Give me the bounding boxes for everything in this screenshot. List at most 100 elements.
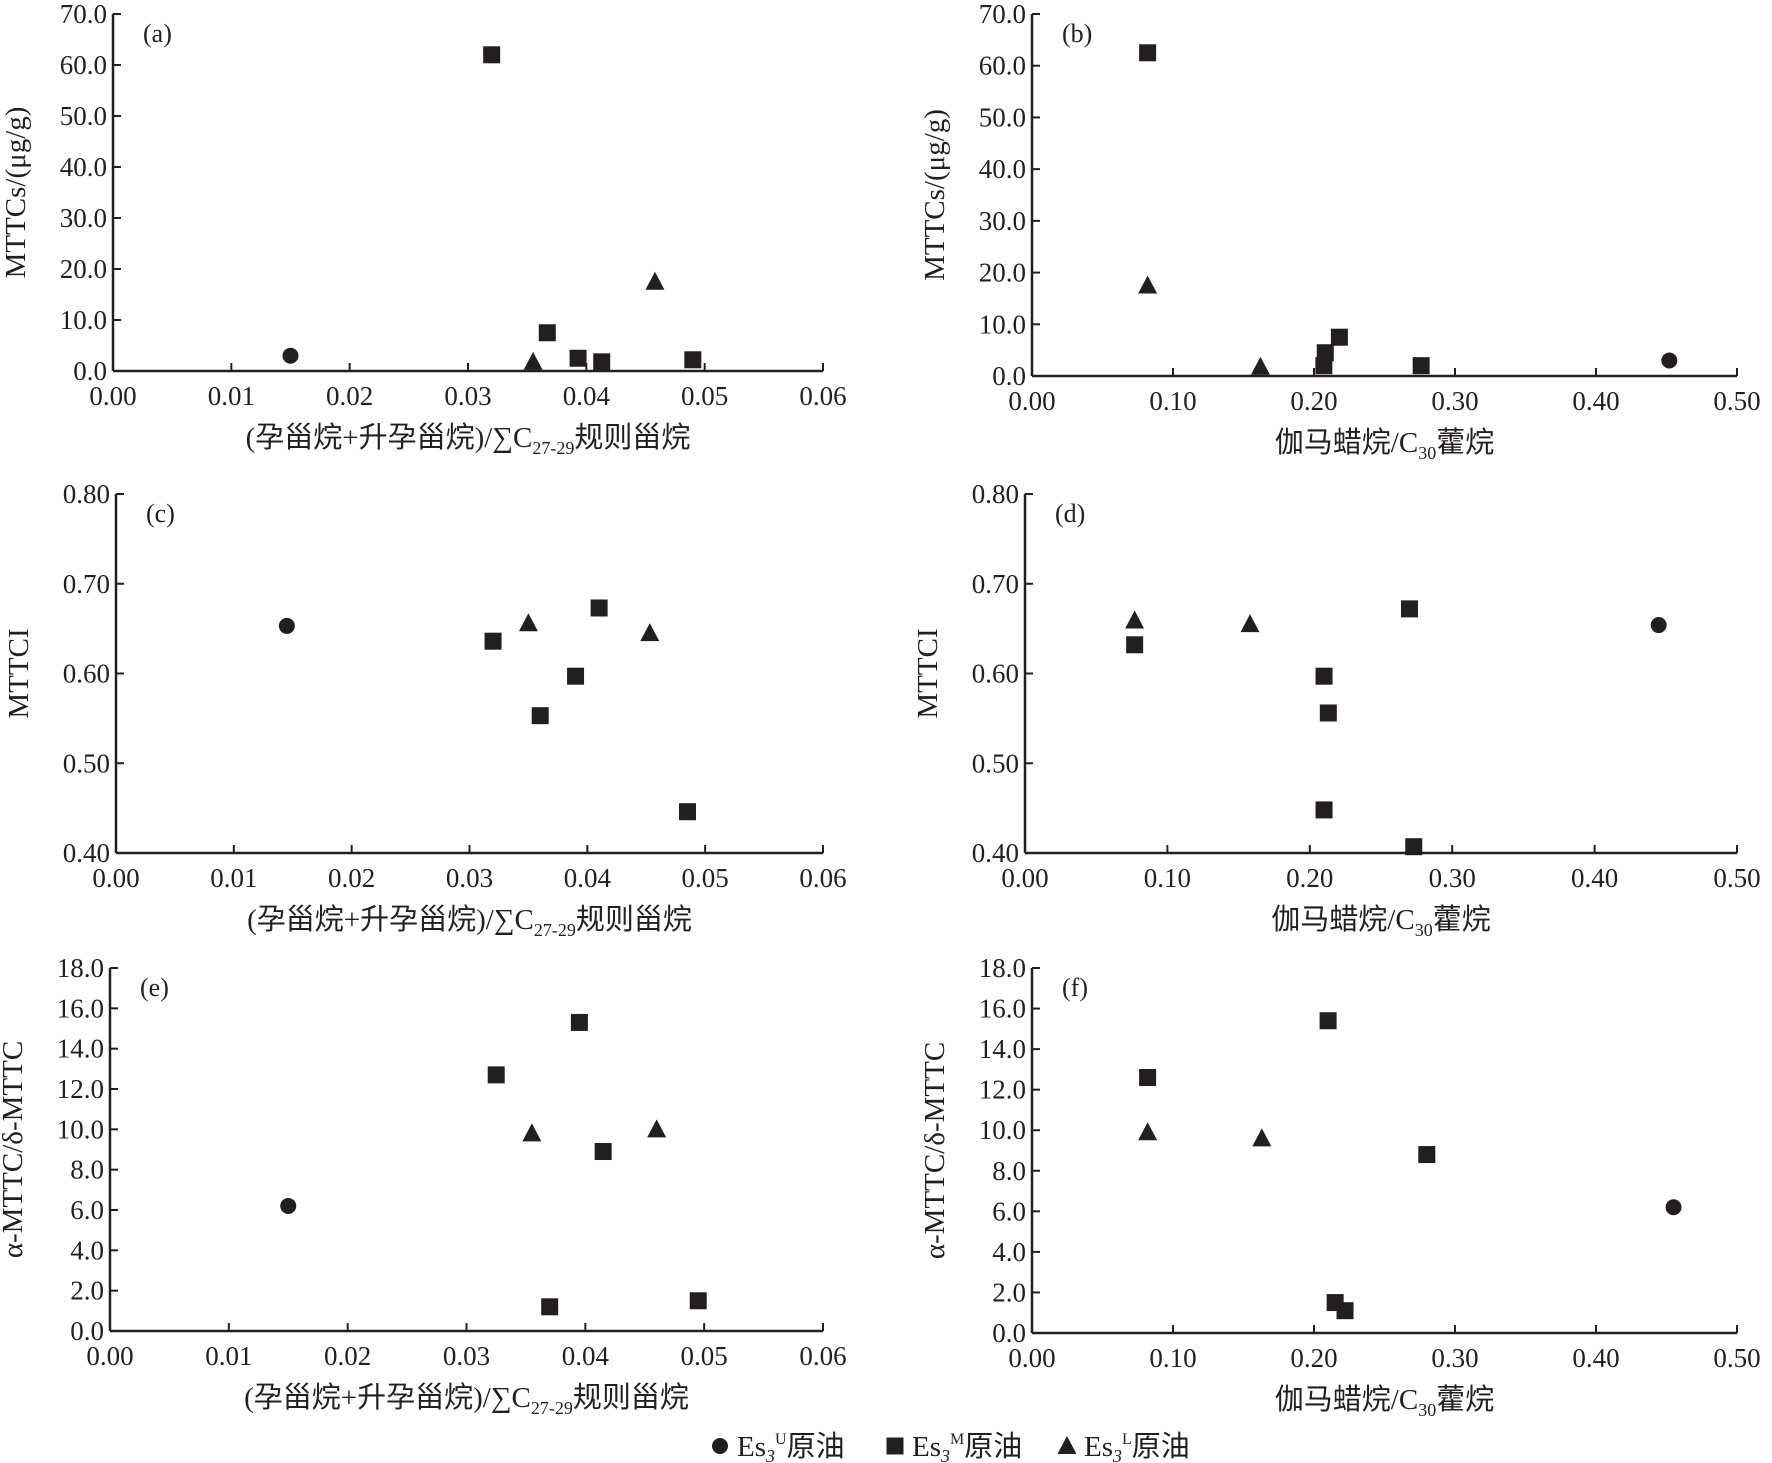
x-label-tail: 藿烷 — [1436, 1383, 1494, 1416]
legend-square-icon — [886, 1437, 904, 1455]
point-triangle — [1240, 614, 1260, 633]
x-tick-label: 0.01 — [205, 1341, 252, 1371]
y-tick-label: 60.0 — [979, 51, 1026, 81]
x-tick-label: 0.05 — [681, 381, 728, 411]
y-tick-label: 70.0 — [60, 0, 107, 29]
x-label-main: 伽马蜡烷/C — [1275, 426, 1418, 459]
panel-e: 0.00 0.01 0.02 0.03 0.04 0.05 0.06 0.0 2.0 4.0 6.0… — [0, 953, 847, 1418]
x-tick-label: 0.02 — [328, 863, 375, 893]
y-tick-label: 18.0 — [979, 953, 1026, 983]
y-tick-label: 50.0 — [60, 101, 107, 131]
point-square — [1330, 328, 1348, 346]
y-tick-label: 20.0 — [979, 258, 1026, 288]
y-tick-label: 0.0 — [70, 1316, 104, 1346]
panel-a: 0.00 0.01 0.02 0.03 0.04 0.05 0.060.010.020.03… — [0, 0, 847, 458]
x-tick-label: 0.01 — [210, 863, 257, 893]
y-axis-label: MTTCs/(μg/g) — [919, 109, 951, 281]
y-tick-label: 20.0 — [60, 254, 107, 284]
point-square — [483, 46, 501, 64]
panel-label: (f) — [1062, 973, 1088, 1002]
y-tick-label: 60.0 — [60, 50, 107, 80]
x-tick-label: 0.03 — [443, 1341, 490, 1371]
point-square — [594, 1143, 612, 1161]
point-square — [1412, 357, 1430, 375]
y-axis-label: α-MTTC/δ-MTTC — [0, 1041, 29, 1258]
panel-label: (b) — [1062, 19, 1092, 48]
point-square — [684, 351, 702, 369]
y-tick-label: 6.0 — [70, 1195, 104, 1225]
point-circle — [280, 1197, 297, 1214]
y-tick-label: 70.0 — [979, 0, 1026, 29]
legend-sup: U — [775, 1431, 787, 1448]
x-label-main: (孕甾烷+升孕甾烷)/∑C — [247, 903, 534, 936]
y-tick-label: 2.0 — [992, 1277, 1026, 1307]
x-tick-label: 0.06 — [799, 1341, 846, 1371]
x-tick-label: 0.02 — [324, 1341, 371, 1371]
x-tick-label: 0.00 — [1008, 386, 1055, 416]
x-tick-label: 0.05 — [681, 1341, 728, 1371]
point-square — [569, 349, 587, 367]
point-triangle — [523, 351, 543, 370]
point-triangle — [1252, 1128, 1272, 1147]
y-tick-label: 0.50 — [63, 748, 110, 778]
legend-sub: 3 — [940, 1446, 950, 1463]
x-axis-label: 伽马蜡烷/C30藿烷 — [1271, 903, 1490, 940]
y-axis-label: MTTCs/(μg/g) — [0, 107, 32, 279]
x-label-tail: 藿烷 — [1436, 426, 1494, 459]
x-axis-label: (孕甾烷+升孕甾烷)/∑C27-29规则甾烷 — [244, 1381, 689, 1418]
point-square — [1139, 1069, 1157, 1086]
legend-sub: 3 — [765, 1446, 775, 1463]
x-axis-label: (孕甾烷+升孕甾烷)/∑C27-29规则甾烷 — [246, 421, 691, 458]
y-tick-label: 0.80 — [972, 479, 1019, 509]
x-tick-label: 0.03 — [446, 863, 493, 893]
x-label-main: 伽马蜡烷/C — [1275, 1383, 1418, 1416]
y-tick-label: 0.70 — [63, 569, 110, 599]
point-triangle — [1250, 356, 1270, 375]
legend: Es3U原油 Es3M原油 Es3L原油 — [712, 1430, 1190, 1463]
legend-label: Es3U原油 — [737, 1430, 845, 1463]
y-tick-label: 10.0 — [60, 305, 107, 335]
legend-suffix: 原油 — [964, 1430, 1022, 1463]
x-tick-label: 0.20 — [1290, 1343, 1337, 1373]
x-tick-label: 0.40 — [1572, 1343, 1619, 1373]
point-circle — [1665, 1199, 1682, 1216]
y-axis-label: MTTCI — [3, 628, 35, 718]
x-tick-label: 0.00 — [1001, 863, 1048, 893]
x-tick-label: 0.30 — [1429, 863, 1476, 893]
x-tick-label: 0.04 — [563, 381, 611, 411]
x-label-subscript: 27-29 — [531, 1398, 573, 1418]
y-tick-label: 0.70 — [972, 569, 1019, 599]
y-tick-label: 0.60 — [972, 659, 1019, 689]
legend-item: Es3M原油 — [886, 1430, 1022, 1463]
x-label-tail: 规则甾烷 — [573, 1381, 689, 1414]
y-tick-label: 10.0 — [57, 1114, 104, 1144]
y-tick-label: 0.80 — [63, 479, 110, 509]
x-label-subscript: 27-29 — [532, 438, 574, 458]
x-label-subscript: 30 — [1418, 1400, 1436, 1420]
panel-label: (c) — [146, 499, 175, 528]
point-square — [1319, 1012, 1337, 1030]
x-tick-label: 0.06 — [799, 863, 846, 893]
y-tick-label: 40.0 — [979, 154, 1026, 184]
panel-label: (a) — [143, 19, 172, 48]
y-tick-label: 14.0 — [57, 1034, 104, 1064]
y-tick-label: 4.0 — [70, 1235, 104, 1265]
point-square — [593, 353, 611, 371]
point-square — [689, 1292, 707, 1310]
point-square — [1319, 704, 1337, 722]
x-label-main: (孕甾烷+升孕甾烷)/∑C — [246, 421, 533, 454]
point-triangle — [1125, 610, 1145, 629]
x-label-main: 伽马蜡烷/C — [1271, 903, 1414, 936]
panel-d: 0.00 0.10 0.20 0.30 0.40 0.50 0.40 0.50 0.60 0.70… — [912, 479, 1761, 940]
x-tick-label: 0.20 — [1286, 863, 1333, 893]
legend-suffix: 原油 — [787, 1430, 845, 1463]
y-tick-label: 0.40 — [63, 838, 110, 868]
x-label-main: (孕甾烷+升孕甾烷)/∑C — [244, 1381, 531, 1414]
x-tick-label: 0.01 — [208, 381, 255, 411]
y-tick-label: 8.0 — [992, 1156, 1026, 1186]
y-tick-label: 10.0 — [979, 1115, 1026, 1145]
x-label-tail: 规则甾烷 — [574, 421, 690, 454]
x-tick-label: 0.50 — [1713, 1343, 1760, 1373]
y-tick-label: 4.0 — [992, 1237, 1026, 1267]
x-tick-label: 0.04 — [564, 863, 612, 893]
